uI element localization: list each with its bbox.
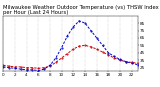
Text: Milwaukee Weather Outdoor Temperature (vs) THSW Index per Hour (Last 24 Hours): Milwaukee Weather Outdoor Temperature (v… (3, 5, 159, 15)
